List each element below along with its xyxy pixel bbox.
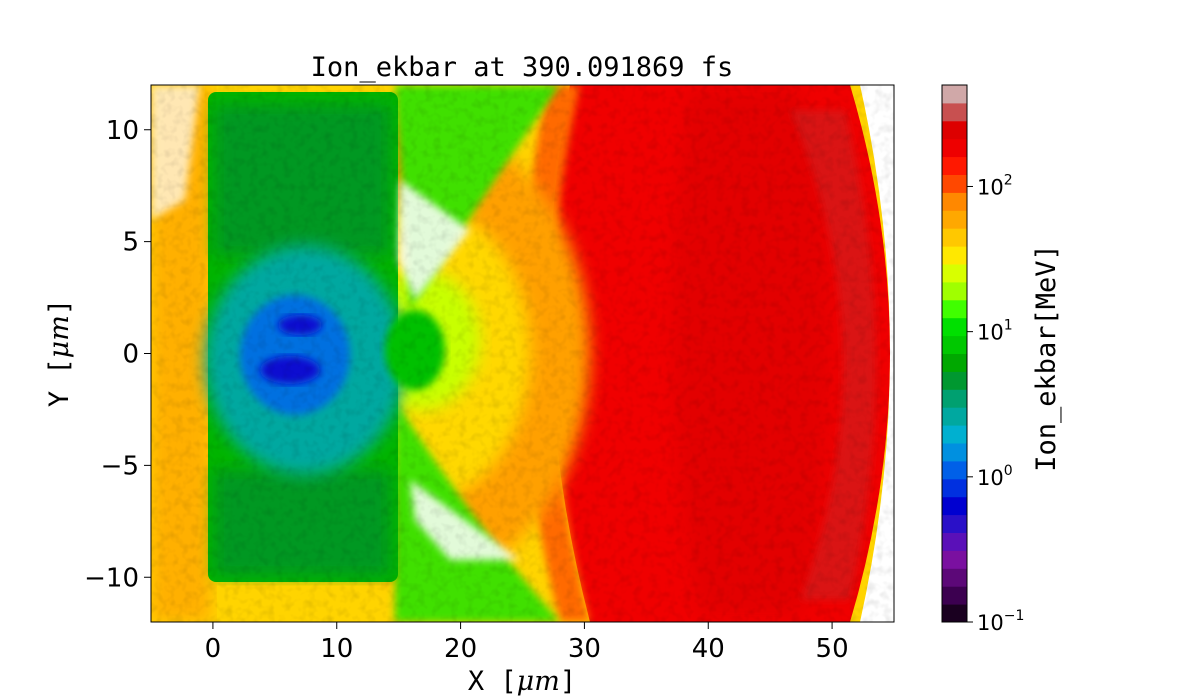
x-tick-label: 30 <box>568 634 601 664</box>
colorbar-swatch <box>942 228 967 247</box>
colorbar-swatch <box>942 532 967 551</box>
colorbar-swatches <box>942 85 967 623</box>
colorbar-swatch <box>942 281 967 301</box>
colorbar-swatch <box>942 389 967 408</box>
colorbar-swatch <box>942 174 967 193</box>
colorbar-swatch <box>942 156 967 175</box>
colorbar-swatch <box>942 460 967 480</box>
colorbar-swatch <box>942 443 967 462</box>
colorbar-swatch <box>942 246 967 265</box>
colorbar-swatch <box>942 478 967 498</box>
heatmap-field <box>151 85 894 622</box>
colorbar-swatch <box>942 102 967 122</box>
x-axis-ticks: 0 10 20 30 40 50 <box>205 622 849 664</box>
colorbar-tick-label: 10−1 <box>977 608 1024 635</box>
y-axis-label-prefix: Y [ <box>44 358 75 407</box>
colorbar-swatch <box>942 335 967 354</box>
colorbar-tick-base: 10 <box>977 321 1004 345</box>
y-axis-label: Y [μm] <box>44 299 75 407</box>
speckle-overlay <box>151 85 894 622</box>
chart-title: Ion_ekbar at 390.091869 fs <box>311 52 734 83</box>
x-axis-label: X [μm] <box>468 666 576 697</box>
colorbar-tick-base: 10 <box>977 611 1004 635</box>
colorbar-tick-exponent: −1 <box>1004 608 1025 624</box>
colorbar-swatch <box>942 120 967 140</box>
colorbar-swatch <box>942 568 967 587</box>
colorbar-tick-exponent: 1 <box>1004 318 1013 334</box>
colorbar-tick-base: 10 <box>977 175 1004 199</box>
colorbar-swatch <box>942 496 967 516</box>
x-axis-label-suffix: ] <box>560 666 576 697</box>
colorbar-swatch <box>942 85 967 104</box>
colorbar-swatch <box>942 192 967 211</box>
colorbar-swatch <box>942 425 967 444</box>
colorbar-swatch <box>942 138 967 158</box>
colorbar-swatch <box>942 317 967 337</box>
x-axis-label-unit: μm <box>517 666 560 697</box>
colorbar-swatch <box>942 407 967 426</box>
y-axis-ticks: −10 −5 0 5 10 <box>84 116 151 593</box>
colorbar-swatch <box>942 514 967 533</box>
colorbar-tick-label: 100 <box>977 463 1013 490</box>
colorbar-tick-base: 10 <box>977 466 1004 490</box>
y-axis-label-suffix: ] <box>44 299 75 315</box>
x-tick-label: 40 <box>692 634 725 664</box>
colorbar-tick-label: 101 <box>977 318 1013 345</box>
y-axis-label-unit: μm <box>44 315 75 358</box>
y-tick-label: 10 <box>106 116 139 146</box>
y-tick-label: −5 <box>101 451 139 481</box>
x-tick-label: 20 <box>444 634 477 664</box>
colorbar-swatch <box>942 264 967 283</box>
x-axis-label-prefix: X [ <box>468 666 517 697</box>
colorbar-tick-exponent: 2 <box>1004 172 1013 188</box>
colorbar-swatch <box>942 604 967 623</box>
colorbar-label: Ion_ekbar[MeV] <box>1031 244 1062 472</box>
x-tick-label: 10 <box>320 634 353 664</box>
colorbar-swatch <box>942 586 967 605</box>
colorbar-swatch <box>942 371 967 390</box>
colorbar-swatch <box>942 210 967 229</box>
colorbar-tick-label: 102 <box>977 172 1013 199</box>
x-tick-label: 0 <box>205 634 222 664</box>
y-tick-label: 0 <box>122 340 139 370</box>
y-tick-label: −10 <box>84 563 139 593</box>
colorbar-frame <box>941 84 968 623</box>
colorbar-tick-exponent: 0 <box>1004 463 1013 479</box>
colorbar-swatch <box>942 299 967 319</box>
colorbar-swatch <box>942 550 967 569</box>
x-tick-label: 50 <box>816 634 849 664</box>
colorbar-swatch <box>942 353 967 372</box>
y-tick-label: 5 <box>122 228 139 258</box>
